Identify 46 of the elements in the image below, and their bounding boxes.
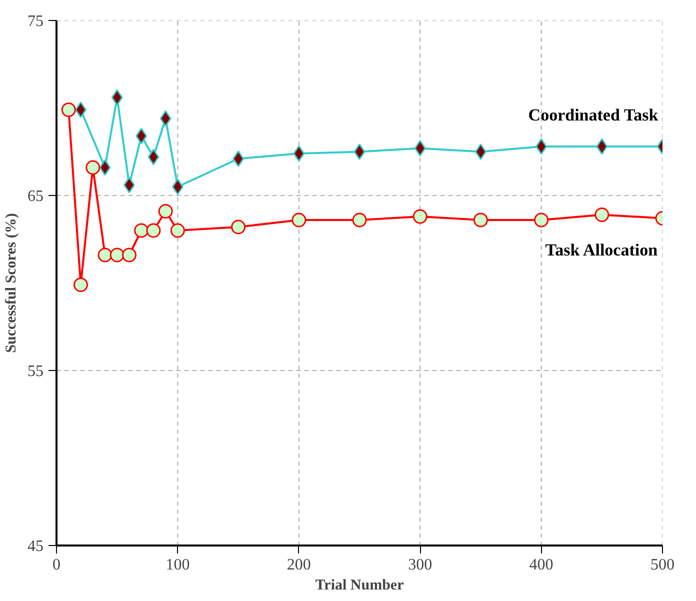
point xyxy=(134,223,149,238)
point xyxy=(473,212,488,228)
series-label: Coordinated Task xyxy=(528,106,659,124)
x-tick-label: 300 xyxy=(408,556,432,574)
x-tick-label: 0 xyxy=(52,556,60,574)
point xyxy=(293,145,305,162)
point xyxy=(292,212,306,228)
point xyxy=(73,278,88,292)
point xyxy=(111,89,123,106)
point xyxy=(110,248,124,262)
point xyxy=(122,248,136,262)
point xyxy=(123,176,135,194)
point xyxy=(596,138,608,155)
point xyxy=(412,209,428,224)
point xyxy=(534,212,549,228)
point xyxy=(352,212,367,228)
point xyxy=(172,178,184,195)
y-tick-label: 45 xyxy=(28,538,44,555)
point xyxy=(170,223,185,238)
point xyxy=(74,102,86,118)
point xyxy=(158,204,173,218)
y-tick-label: 75 xyxy=(28,13,44,30)
point xyxy=(136,128,148,144)
x-tick-label: 100 xyxy=(166,556,190,574)
x-tick-label: 400 xyxy=(529,556,554,574)
x-tick-label: 200 xyxy=(286,556,311,574)
y-tick-label: 55 xyxy=(28,363,44,380)
point xyxy=(594,208,610,222)
point xyxy=(232,150,244,167)
point xyxy=(148,148,160,166)
x-tick-label: 500 xyxy=(650,556,674,574)
point xyxy=(231,220,246,234)
point xyxy=(474,144,486,160)
point xyxy=(160,110,172,127)
point xyxy=(146,223,161,238)
point xyxy=(86,160,100,175)
point xyxy=(61,102,76,117)
y-tick-label: 65 xyxy=(28,188,44,205)
y-axis-title: Successful Scores (%) xyxy=(4,213,20,353)
x-axis-title: Trial Number xyxy=(315,578,404,594)
point xyxy=(98,248,112,262)
point xyxy=(414,140,426,156)
point xyxy=(99,159,111,176)
point xyxy=(536,138,548,155)
point xyxy=(354,144,366,160)
series-label: Task Allocation xyxy=(545,240,658,260)
